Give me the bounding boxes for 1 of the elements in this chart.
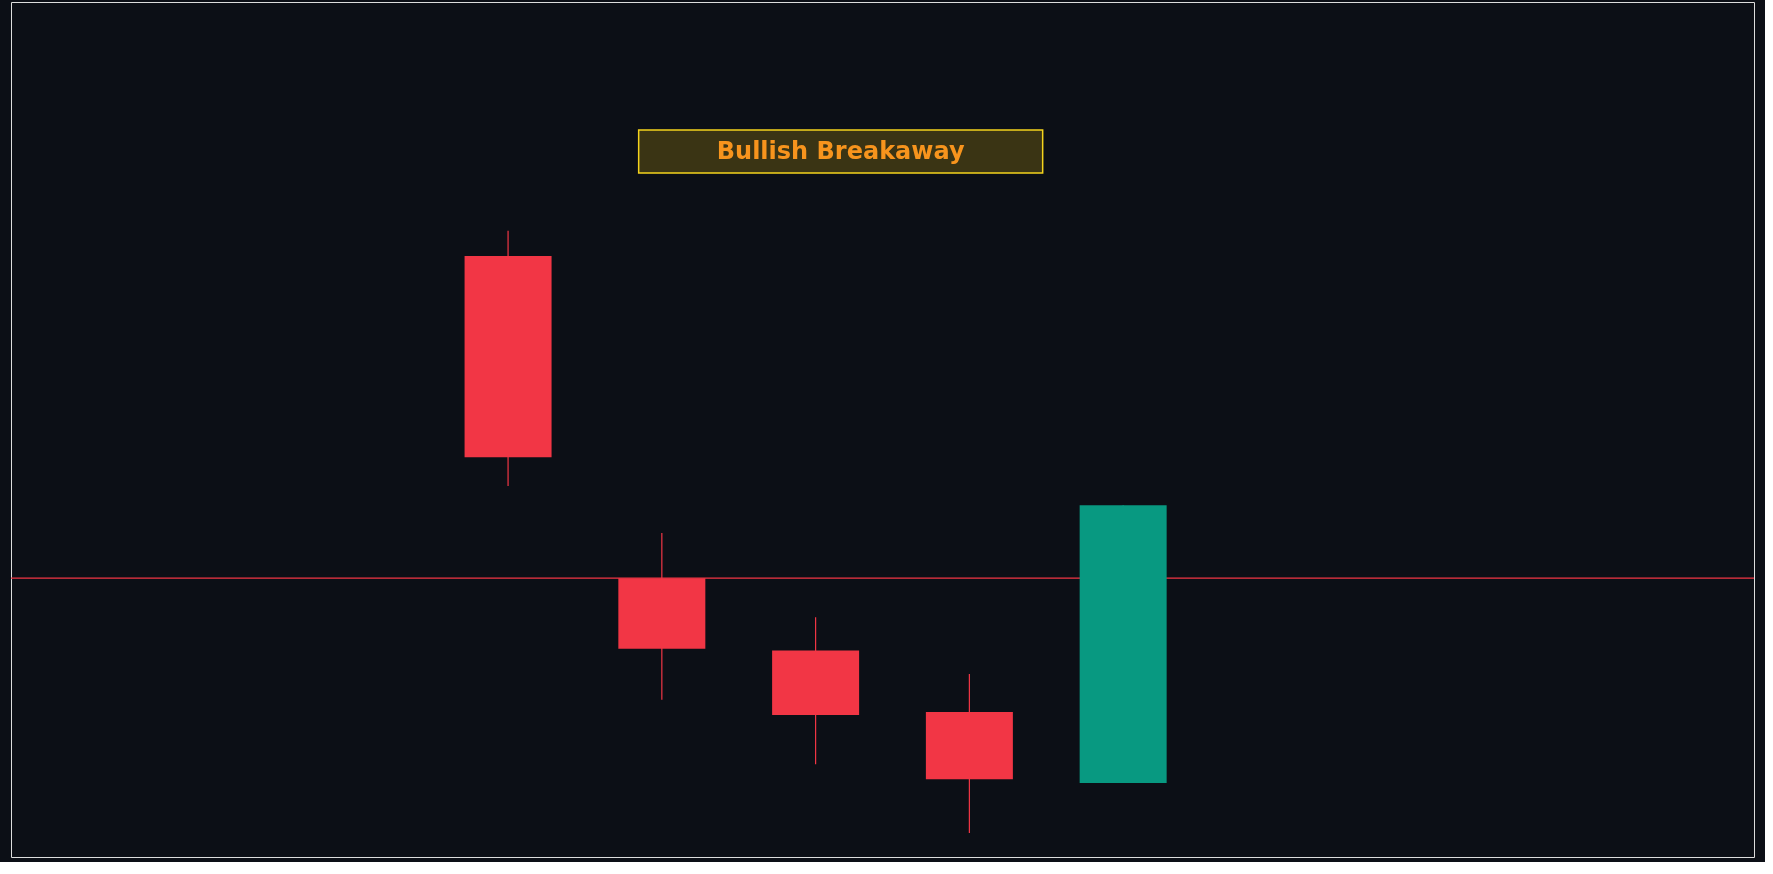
chart-title: Bullish Breakaway [716,137,965,165]
